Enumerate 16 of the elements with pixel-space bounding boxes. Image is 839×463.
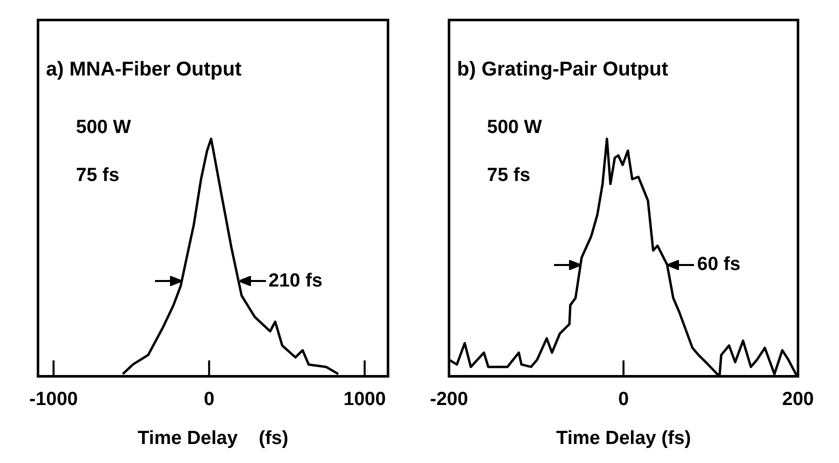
x-tick-label: -1000 — [29, 389, 78, 410]
text: 500 W — [487, 117, 542, 138]
x-axis-title: Time Delay (fs) — [138, 428, 288, 449]
x-tick-label: 200 — [782, 389, 814, 410]
x-tick-label: 0 — [204, 389, 214, 410]
chart-title: a) MNA-Fiber Output — [46, 58, 242, 81]
annotation: 75 fs — [487, 165, 530, 186]
x-tick-label: 0 — [618, 389, 629, 410]
text: 500 W — [76, 117, 131, 138]
annotation: 210 fs — [268, 270, 322, 292]
annotation: 75 fs — [76, 165, 120, 186]
x-tick-label: 1000 — [344, 389, 386, 410]
x-tick-label: -200 — [430, 389, 468, 410]
x-axis-title: Time Delay (fs) — [556, 428, 691, 449]
chart-title: b) Grating-Pair Output — [457, 58, 668, 81]
annotation: 60 fs — [697, 254, 740, 275]
